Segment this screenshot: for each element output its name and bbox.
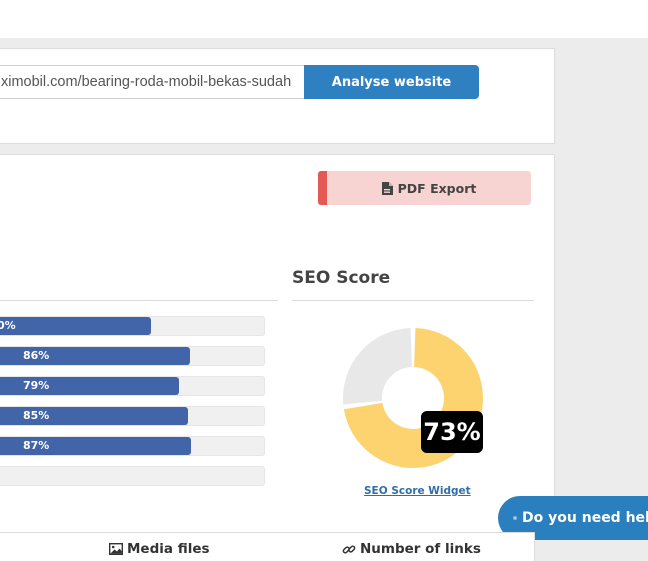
score-bar-track: 79% <box>0 376 265 396</box>
section-divider <box>0 300 278 301</box>
tab-number-of-links[interactable]: Number of links <box>342 541 481 557</box>
score-bar-label: 85% <box>23 409 50 422</box>
tab-media-files[interactable]: Media files <box>109 541 210 557</box>
score-bar-label: 0% <box>0 319 16 332</box>
score-bar-fill <box>0 347 190 365</box>
metrics-card <box>0 532 535 561</box>
image-icon <box>109 543 123 555</box>
tab-media-files-label: Media files <box>127 541 210 557</box>
score-bar-track: 86% <box>0 346 265 366</box>
score-bar-label: 79% <box>23 379 50 392</box>
top-strip <box>0 0 648 38</box>
seo-score-title: SEO Score <box>292 268 391 288</box>
lifebuoy-icon <box>513 516 517 520</box>
seo-score-value: 73% <box>421 411 483 453</box>
seo-score-widget-link[interactable]: SEO Score Widget <box>364 485 471 497</box>
help-label: Do you need help? <box>522 510 648 526</box>
pdf-export-label: PDF Export <box>397 180 477 196</box>
score-bar-track <box>0 466 265 486</box>
score-bar-track: 0% <box>0 316 265 336</box>
tab-number-of-links-label: Number of links <box>360 541 481 557</box>
score-bar-fill <box>0 437 192 455</box>
url-input[interactable]: ximobil.com/bearing-roda-mobil-bekas-sud… <box>0 65 304 99</box>
seo-score-divider <box>292 300 534 301</box>
file-pdf-icon <box>381 181 393 195</box>
score-bar-track: 85% <box>0 406 265 426</box>
seo-score-remainder-segment <box>343 328 412 405</box>
score-bar-label: 87% <box>23 439 50 452</box>
pdf-export-button[interactable]: PDF Export <box>318 171 531 205</box>
score-bar-track: 87% <box>0 436 265 456</box>
score-bar-fill <box>0 407 189 425</box>
analyse-website-button[interactable]: Analyse website <box>304 65 479 99</box>
score-bar-label: 86% <box>23 349 50 362</box>
link-icon <box>342 544 356 554</box>
score-bar-fill <box>0 317 151 335</box>
score-bar-fill <box>0 377 180 395</box>
